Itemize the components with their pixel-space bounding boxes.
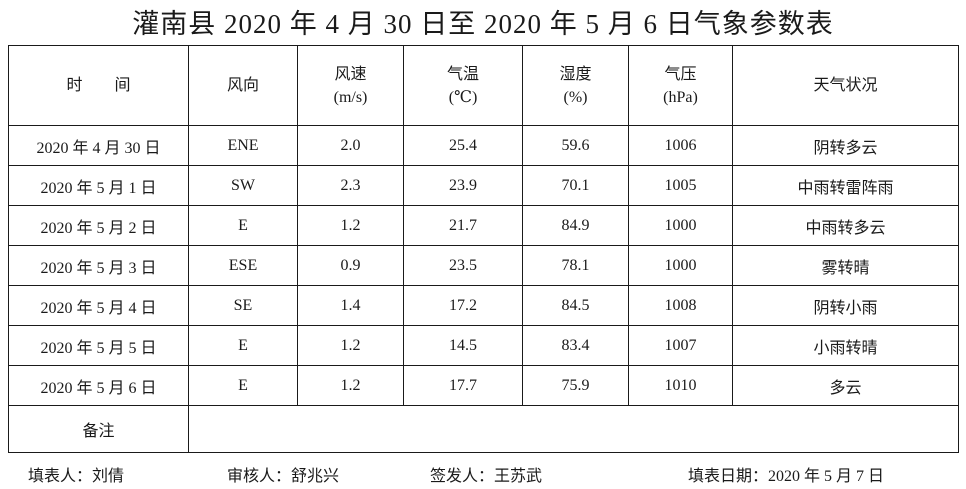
table-body: 2020 年 4 月 30 日 ENE 2.0 25.4 59.6 1006 阴… xyxy=(8,125,959,453)
cell-humidity: 75.9 xyxy=(522,365,629,406)
cell-weather: 雾转晴 xyxy=(732,245,959,286)
cell-pressure: 1007 xyxy=(628,325,733,366)
cell-temperature: 23.9 xyxy=(403,165,523,206)
column-label: 风速 xyxy=(334,65,367,83)
cell-date: 2020 年 5 月 3 日 xyxy=(8,245,189,286)
cell-wind-direction: E xyxy=(188,365,298,406)
column-label: 风向 xyxy=(226,76,259,94)
cell-weather: 多云 xyxy=(732,365,959,406)
cell-date: 2020 年 5 月 5 日 xyxy=(8,325,189,366)
column-header-wind-speed: 风速 (m/s) xyxy=(297,45,404,126)
cell-pressure: 1008 xyxy=(628,285,733,326)
cell-weather: 中雨转多云 xyxy=(732,205,959,246)
column-label: 气温 xyxy=(446,65,479,83)
column-header-temperature: 气温 (℃) xyxy=(403,45,523,126)
cell-wind-speed: 1.2 xyxy=(297,365,404,406)
cell-weather: 中雨转雷阵雨 xyxy=(732,165,959,206)
cell-wind-direction: SW xyxy=(188,165,298,206)
cell-wind-speed: 2.0 xyxy=(297,125,404,166)
cell-pressure: 1000 xyxy=(628,205,733,246)
cell-wind-speed: 1.4 xyxy=(297,285,404,326)
table-header: 时 间 风向 风速 (m/s) 气温 (℃) 湿度 (%) xyxy=(8,45,959,126)
cell-wind-direction: ESE xyxy=(188,245,298,286)
preparer-text: 填表人：刘倩 xyxy=(28,468,125,485)
signature-line: 填表人：刘倩 审核人：舒兆兴 签发人：王苏武 填表日期：2020 年 5 月 7… xyxy=(0,453,966,489)
cell-humidity: 84.5 xyxy=(522,285,629,326)
reviewer-text: 审核人：舒兆兴 xyxy=(227,468,340,485)
cell-date: 2020 年 5 月 2 日 xyxy=(8,205,189,246)
cell-humidity: 70.1 xyxy=(522,165,629,206)
weather-table: 时 间 风向 风速 (m/s) 气温 (℃) 湿度 (%) xyxy=(8,45,959,453)
cell-wind-direction: SE xyxy=(188,285,298,326)
header-row: 时 间 风向 风速 (m/s) 气温 (℃) 湿度 (%) xyxy=(8,45,959,126)
cell-temperature: 17.7 xyxy=(403,365,523,406)
column-label: 湿度 xyxy=(559,65,592,83)
cell-weather: 阴转小雨 xyxy=(732,285,959,326)
cell-humidity: 83.4 xyxy=(522,325,629,366)
issuer-text: 签发人：王苏武 xyxy=(430,468,543,485)
page-title: 灌南县 2020 年 4 月 30 日至 2020 年 5 月 6 日气象参数表 xyxy=(132,9,834,39)
table-row: 2020 年 5 月 4 日 SE 1.4 17.2 84.5 1008 阴转小… xyxy=(8,285,959,326)
table-row: 2020 年 4 月 30 日 ENE 2.0 25.4 59.6 1006 阴… xyxy=(8,125,959,166)
cell-date: 2020 年 5 月 4 日 xyxy=(8,285,189,326)
table-row: 2020 年 5 月 1 日 SW 2.3 23.9 70.1 1005 中雨转… xyxy=(8,165,959,206)
column-header-pressure: 气压 (hPa) xyxy=(628,45,733,126)
remarks-value xyxy=(188,405,959,453)
table-row: 2020 年 5 月 6 日 E 1.2 17.7 75.9 1010 多云 xyxy=(8,365,959,406)
cell-date: 2020 年 5 月 6 日 xyxy=(8,365,189,406)
cell-wind-direction: E xyxy=(188,325,298,366)
table-row: 2020 年 5 月 3 日 ESE 0.9 23.5 78.1 1000 雾转… xyxy=(8,245,959,286)
cell-wind-speed: 1.2 xyxy=(297,325,404,366)
cell-temperature: 23.5 xyxy=(403,245,523,286)
cell-humidity: 84.9 xyxy=(522,205,629,246)
cell-date: 2020 年 4 月 30 日 xyxy=(8,125,189,166)
column-unit: (℃) xyxy=(448,88,478,106)
cell-pressure: 1005 xyxy=(628,165,733,206)
cell-weather: 阴转多云 xyxy=(732,125,959,166)
column-header-weather: 天气状况 xyxy=(732,45,959,126)
column-unit: (m/s) xyxy=(333,88,368,106)
fill-date-text: 填表日期：2020 年 5 月 7 日 xyxy=(688,468,885,485)
column-unit: (hPa) xyxy=(663,88,698,106)
column-header-humidity: 湿度 (%) xyxy=(522,45,629,126)
table-row: 2020 年 5 月 5 日 E 1.2 14.5 83.4 1007 小雨转晴 xyxy=(8,325,959,366)
cell-wind-direction: E xyxy=(188,205,298,246)
cell-wind-speed: 1.2 xyxy=(297,205,404,246)
cell-date: 2020 年 5 月 1 日 xyxy=(8,165,189,206)
column-label: 天气状况 xyxy=(813,76,878,94)
column-header-wind-direction: 风向 xyxy=(188,45,298,126)
column-label: 时 间 xyxy=(66,76,131,94)
column-label: 气压 xyxy=(664,65,697,83)
cell-pressure: 1000 xyxy=(628,245,733,286)
remarks-label: 备注 xyxy=(8,405,189,453)
cell-temperature: 17.2 xyxy=(403,285,523,326)
column-unit: (%) xyxy=(563,88,588,106)
remarks-row: 备注 xyxy=(8,405,959,453)
cell-temperature: 25.4 xyxy=(403,125,523,166)
cell-humidity: 59.6 xyxy=(522,125,629,166)
cell-humidity: 78.1 xyxy=(522,245,629,286)
cell-wind-speed: 0.9 xyxy=(297,245,404,286)
cell-temperature: 21.7 xyxy=(403,205,523,246)
cell-weather: 小雨转晴 xyxy=(732,325,959,366)
table-row: 2020 年 5 月 2 日 E 1.2 21.7 84.9 1000 中雨转多… xyxy=(8,205,959,246)
column-header-time: 时 间 xyxy=(8,45,189,126)
cell-wind-speed: 2.3 xyxy=(297,165,404,206)
cell-temperature: 14.5 xyxy=(403,325,523,366)
cell-wind-direction: ENE xyxy=(188,125,298,166)
cell-pressure: 1010 xyxy=(628,365,733,406)
cell-pressure: 1006 xyxy=(628,125,733,166)
